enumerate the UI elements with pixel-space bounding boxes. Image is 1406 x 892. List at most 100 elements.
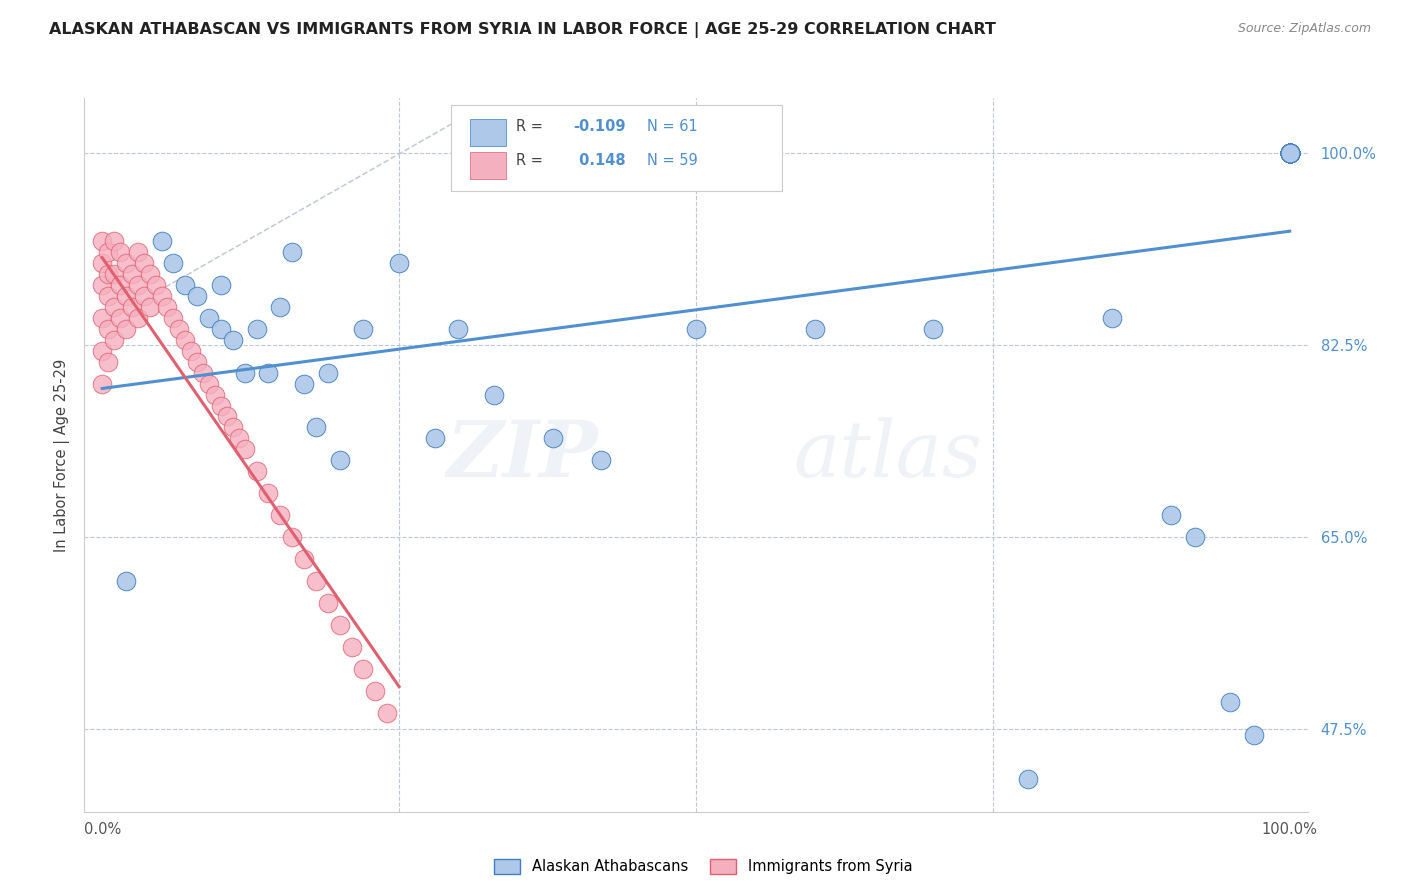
Point bbox=[1278, 146, 1301, 161]
Point bbox=[1184, 530, 1206, 544]
Point bbox=[156, 300, 179, 314]
Point bbox=[233, 366, 256, 380]
FancyBboxPatch shape bbox=[470, 119, 506, 146]
Point bbox=[1278, 146, 1301, 161]
Point bbox=[97, 244, 120, 259]
Text: N = 59: N = 59 bbox=[647, 153, 697, 168]
Point bbox=[292, 552, 315, 566]
Point bbox=[1101, 310, 1123, 325]
Point bbox=[316, 596, 339, 610]
Point bbox=[364, 684, 387, 698]
Point bbox=[115, 289, 138, 303]
Text: ALASKAN ATHABASCAN VS IMMIGRANTS FROM SYRIA IN LABOR FORCE | AGE 25-29 CORRELATI: ALASKAN ATHABASCAN VS IMMIGRANTS FROM SY… bbox=[49, 22, 995, 38]
Point bbox=[1278, 146, 1301, 161]
Text: N = 61: N = 61 bbox=[647, 119, 697, 134]
Point bbox=[209, 277, 232, 292]
Point bbox=[482, 387, 505, 401]
Point bbox=[103, 333, 125, 347]
Text: atlas: atlas bbox=[794, 417, 983, 493]
Point bbox=[1278, 146, 1301, 161]
Point bbox=[132, 256, 155, 270]
Point bbox=[209, 321, 232, 335]
Point bbox=[1278, 146, 1301, 161]
Point bbox=[922, 321, 945, 335]
Point bbox=[1278, 146, 1301, 161]
Point bbox=[1219, 695, 1241, 709]
Point bbox=[162, 310, 184, 325]
Point bbox=[174, 277, 197, 292]
Point bbox=[269, 508, 291, 523]
Point bbox=[115, 574, 138, 589]
Point bbox=[91, 277, 114, 292]
Point bbox=[329, 618, 352, 632]
Point bbox=[281, 530, 304, 544]
Point bbox=[1278, 146, 1301, 161]
FancyBboxPatch shape bbox=[451, 105, 782, 191]
Point bbox=[180, 343, 202, 358]
Point bbox=[1160, 508, 1182, 523]
Point bbox=[1278, 146, 1301, 161]
Point bbox=[91, 343, 114, 358]
Point bbox=[685, 321, 707, 335]
Point bbox=[108, 244, 131, 259]
Point bbox=[121, 267, 143, 281]
Point bbox=[91, 376, 114, 391]
Point bbox=[150, 289, 173, 303]
Point bbox=[127, 277, 149, 292]
Point bbox=[132, 289, 155, 303]
Point bbox=[108, 310, 131, 325]
Point bbox=[103, 267, 125, 281]
Point bbox=[305, 420, 328, 434]
Y-axis label: In Labor Force | Age 25-29: In Labor Force | Age 25-29 bbox=[55, 359, 70, 551]
Text: -0.109: -0.109 bbox=[574, 119, 626, 134]
Point bbox=[316, 366, 339, 380]
Point bbox=[352, 321, 374, 335]
Point bbox=[1278, 146, 1301, 161]
Point bbox=[1278, 146, 1301, 161]
Point bbox=[1278, 146, 1301, 161]
Point bbox=[269, 300, 291, 314]
Point bbox=[204, 387, 226, 401]
Point bbox=[329, 453, 352, 467]
Point bbox=[447, 321, 470, 335]
Point bbox=[97, 321, 120, 335]
Point bbox=[245, 464, 267, 478]
Text: R =: R = bbox=[516, 153, 548, 168]
Point bbox=[145, 277, 167, 292]
Point bbox=[108, 277, 131, 292]
Point bbox=[121, 300, 143, 314]
Point bbox=[233, 442, 256, 457]
Point bbox=[340, 640, 363, 654]
Point bbox=[1278, 146, 1301, 161]
Point bbox=[1278, 146, 1301, 161]
Point bbox=[1278, 146, 1301, 161]
Point bbox=[1278, 146, 1301, 161]
FancyBboxPatch shape bbox=[470, 152, 506, 178]
Text: R =: R = bbox=[516, 119, 548, 134]
Text: 0.148: 0.148 bbox=[574, 153, 626, 168]
Point bbox=[257, 486, 280, 500]
Point bbox=[245, 321, 267, 335]
Point bbox=[1278, 146, 1301, 161]
Point bbox=[127, 310, 149, 325]
Point bbox=[191, 366, 214, 380]
Point bbox=[305, 574, 328, 589]
Point bbox=[1278, 146, 1301, 161]
Point bbox=[1278, 146, 1301, 161]
Point bbox=[174, 333, 197, 347]
Point bbox=[1018, 772, 1040, 786]
Point bbox=[1278, 146, 1301, 161]
Point bbox=[281, 244, 304, 259]
Point bbox=[91, 234, 114, 248]
Point bbox=[186, 289, 208, 303]
Point bbox=[103, 234, 125, 248]
Point bbox=[138, 267, 160, 281]
Point bbox=[127, 244, 149, 259]
Point bbox=[222, 333, 245, 347]
Point bbox=[1278, 146, 1301, 161]
Point bbox=[1243, 728, 1265, 742]
Point bbox=[423, 432, 446, 446]
Text: ZIP: ZIP bbox=[447, 417, 598, 493]
Point bbox=[91, 310, 114, 325]
Point bbox=[1278, 146, 1301, 161]
